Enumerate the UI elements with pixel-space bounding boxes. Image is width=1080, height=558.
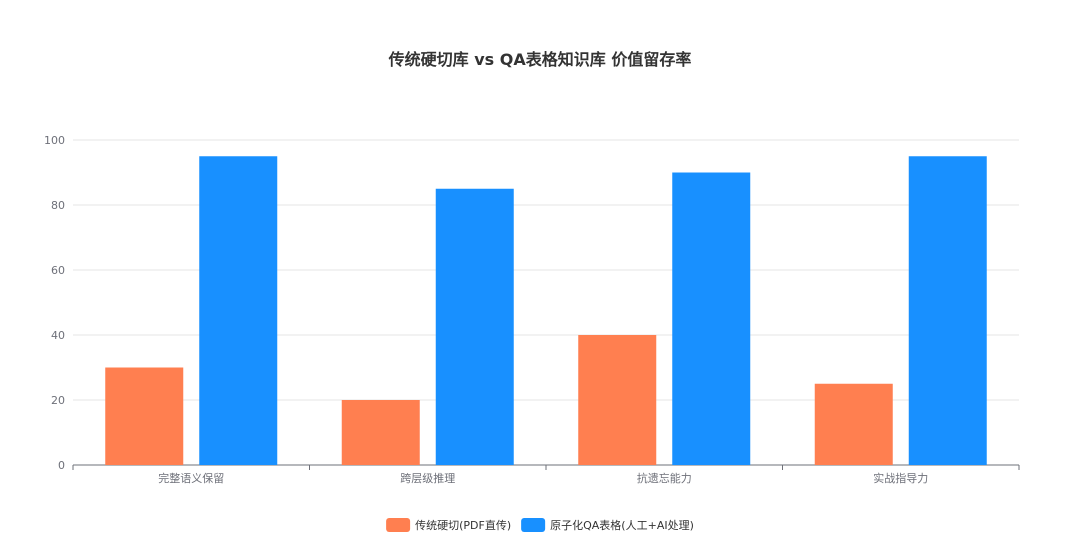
chart-title: 传统硬切库 vs QA表格知识库 价值留存率 — [388, 50, 692, 69]
legend-item[interactable]: 传统硬切(PDF直传) — [386, 518, 511, 532]
bar-1-4[interactable] — [814, 383, 893, 465]
bar-2-4[interactable] — [908, 156, 987, 465]
bar-1-1[interactable] — [105, 367, 184, 466]
x-tick-label: 抗遗忘能力 — [637, 471, 692, 485]
y-tick-label: 60 — [51, 264, 65, 277]
legend-label: 原子化QA表格(人工+AI处理) — [550, 518, 694, 532]
y-tick-label: 100 — [44, 134, 65, 147]
bar-1-2[interactable] — [341, 400, 420, 465]
x-tick-label: 跨层级推理 — [400, 471, 455, 485]
bar-1-3[interactable] — [578, 335, 657, 465]
y-axis: 0 20 40 60 80 100 — [44, 134, 65, 472]
y-tick-label: 0 — [58, 459, 65, 472]
y-tick-label: 40 — [51, 329, 65, 342]
x-tick-label: 实战指导力 — [873, 471, 928, 485]
x-axis: 完整语义保留 跨层级推理 抗遗忘能力 实战指导力 — [72, 464, 1020, 485]
bar-2-1[interactable] — [199, 156, 278, 465]
legend-swatch — [386, 518, 411, 532]
bar-2-2[interactable] — [435, 188, 514, 465]
bar-2-3[interactable] — [672, 172, 751, 466]
x-tick-label: 完整语义保留 — [158, 471, 224, 485]
legend: 传统硬切(PDF直传) 原子化QA表格(人工+AI处理) — [386, 518, 694, 532]
y-tick-label: 80 — [51, 199, 65, 212]
y-tick-label: 20 — [51, 394, 65, 407]
legend-item[interactable]: 原子化QA表格(人工+AI处理) — [521, 518, 694, 532]
bars — [105, 156, 987, 465]
legend-label: 传统硬切(PDF直传) — [415, 518, 511, 532]
legend-swatch — [521, 518, 546, 532]
